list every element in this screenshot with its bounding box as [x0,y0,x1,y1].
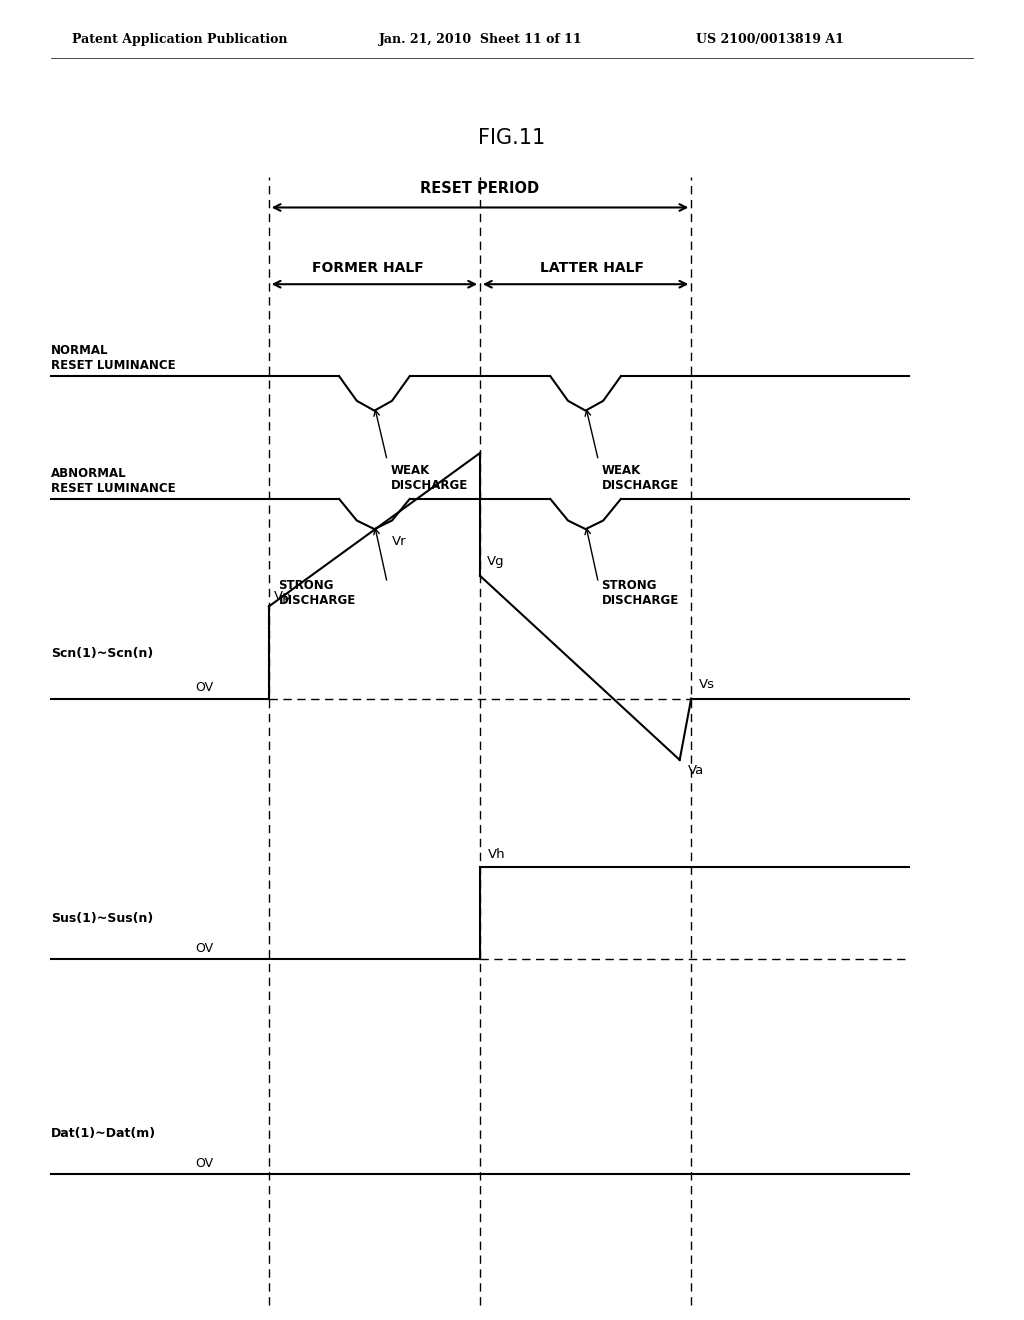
Text: LATTER HALF: LATTER HALF [540,261,644,275]
Text: STRONG
DISCHARGE: STRONG DISCHARGE [279,579,355,607]
Text: OV: OV [196,681,213,694]
Text: WEAK
DISCHARGE: WEAK DISCHARGE [390,465,468,492]
Text: Dat(1)~Dat(m): Dat(1)~Dat(m) [51,1127,157,1139]
Text: WEAK
DISCHARGE: WEAK DISCHARGE [602,465,679,492]
Text: Vh: Vh [487,849,505,861]
Text: OV: OV [196,941,213,954]
Text: FORMER HALF: FORMER HALF [312,261,424,275]
Text: STRONG
DISCHARGE: STRONG DISCHARGE [602,579,679,607]
Text: Scn(1)~Scn(n): Scn(1)~Scn(n) [51,647,154,660]
Text: OV: OV [196,1156,213,1170]
Text: Sus(1)~Sus(n): Sus(1)~Sus(n) [51,912,154,925]
Text: Va: Va [688,764,705,776]
Text: ABNORMAL
RESET LUMINANCE: ABNORMAL RESET LUMINANCE [51,467,176,495]
Text: Vs: Vs [698,678,715,690]
Text: Vg: Vg [486,556,504,568]
Text: Vp: Vp [274,590,292,603]
Text: Vr: Vr [392,535,407,548]
Text: FIG.11: FIG.11 [478,128,546,148]
Text: RESET PERIOD: RESET PERIOD [421,181,540,195]
Text: Jan. 21, 2010  Sheet 11 of 11: Jan. 21, 2010 Sheet 11 of 11 [379,33,583,46]
Text: Patent Application Publication: Patent Application Publication [72,33,287,46]
Text: NORMAL
RESET LUMINANCE: NORMAL RESET LUMINANCE [51,345,176,372]
Text: US 2100/0013819 A1: US 2100/0013819 A1 [696,33,844,46]
